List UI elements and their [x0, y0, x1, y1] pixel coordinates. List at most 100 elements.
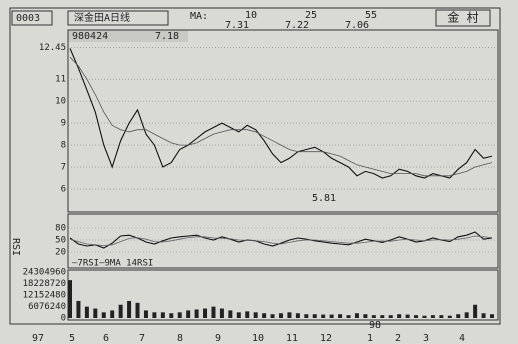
chart-title: 深金田A日线 — [74, 11, 130, 24]
volume-bar — [321, 314, 326, 318]
date: 980424 — [72, 31, 108, 42]
volume-bar — [405, 314, 410, 318]
rsi-legend: —7RSI—9MA 14RSI — [72, 259, 153, 269]
volume-bar — [84, 306, 89, 318]
button-label[interactable]: 金 村 — [447, 10, 478, 25]
y-tick-label: 12152480 — [23, 291, 66, 301]
series-line — [69, 56, 493, 177]
volume-bar — [253, 312, 258, 318]
stock-code: 0003 — [16, 13, 40, 24]
volume-bar — [211, 306, 216, 318]
code-box — [11, 10, 53, 26]
x-tick-label: 10 — [252, 333, 264, 344]
y-tick-label: 9 — [61, 119, 66, 129]
volume-bar — [380, 315, 385, 318]
ma-value: 7.06 — [345, 20, 369, 31]
volume-bar — [68, 280, 72, 318]
y-tick-label: 11 — [55, 75, 66, 85]
volume-bar — [76, 300, 81, 318]
series-line — [69, 48, 493, 179]
volume-bar — [152, 312, 157, 318]
ma-value: 7.22 — [285, 20, 309, 31]
volume-bar — [194, 309, 199, 318]
volume-bar — [110, 310, 115, 318]
y-tick-label: 80 — [55, 224, 66, 234]
volume-bar — [295, 313, 300, 318]
volume-bar — [304, 314, 309, 318]
volume-bar — [219, 308, 224, 318]
x-tick-label: 4 — [459, 333, 465, 344]
volume-bar — [169, 313, 174, 318]
y-tick-label: 7 — [61, 163, 66, 173]
x-tick-label: 7 — [139, 333, 145, 344]
y-tick-label: 12.45 — [39, 43, 66, 53]
volume-bar — [270, 314, 275, 318]
y-tick-label: 10 — [55, 97, 66, 107]
x-tick-label: 97 — [32, 333, 44, 344]
y-tick-label: 6 — [61, 185, 66, 195]
last-price: 7.18 — [155, 31, 179, 42]
low-annotation: 5.81 — [312, 193, 336, 204]
volume-bar — [287, 312, 292, 318]
ma-label: MA: — [190, 11, 208, 22]
volume-bar — [346, 315, 351, 318]
volume-bar — [228, 310, 233, 318]
y-tick-label: 8 — [61, 141, 66, 151]
y-tick-label: 0 — [61, 314, 66, 324]
x-tick-label: 3 — [423, 333, 429, 344]
x-tick-label: 98 — [369, 320, 381, 331]
volume-bar — [279, 313, 283, 318]
y-tick-label: 18228720 — [23, 279, 66, 289]
x-tick-label: 2 — [395, 333, 401, 344]
volume-bar — [338, 314, 343, 318]
x-tick-label: 6 — [103, 333, 109, 344]
volume-bar — [397, 314, 402, 318]
x-tick-label: 5 — [69, 333, 75, 344]
series-line — [69, 235, 493, 247]
volume-bar — [236, 312, 241, 318]
volume-bar — [101, 312, 106, 318]
volume-panel — [67, 269, 499, 321]
series-line — [69, 231, 493, 249]
y-tick-label: 24304960 — [23, 268, 66, 278]
rsi-axis-label: RSI — [10, 238, 21, 256]
volume-bar — [414, 315, 419, 318]
ma-period: 25 — [305, 10, 317, 21]
title-box — [67, 10, 169, 26]
volume-bar — [481, 313, 486, 318]
volume-bar — [439, 315, 444, 318]
volume-bar — [262, 313, 267, 318]
volume-bar — [447, 315, 452, 318]
volume-bar — [135, 302, 140, 318]
volume-bar — [143, 310, 148, 318]
volume-bar — [473, 304, 478, 318]
button[interactable] — [435, 9, 491, 27]
ma-period: 10 — [245, 10, 257, 21]
outer-frame — [9, 7, 501, 325]
volume-bar — [160, 312, 165, 318]
x-tick-label: 9 — [215, 333, 221, 344]
volume-bar — [312, 314, 317, 318]
price-panel — [67, 29, 499, 213]
volume-bar — [363, 314, 368, 318]
volume-bar — [422, 315, 427, 318]
volume-bar — [245, 311, 250, 318]
rsi-panel — [67, 213, 499, 269]
volume-bar — [430, 315, 435, 318]
y-tick-label: 20 — [55, 248, 66, 258]
x-tick-label: 1 — [367, 333, 373, 344]
volume-bar — [371, 315, 376, 318]
volume-bar — [177, 312, 182, 318]
x-tick-label: 12 — [320, 333, 332, 344]
x-tick-label: 8 — [177, 333, 183, 344]
volume-bar — [456, 314, 461, 318]
volume-bar — [329, 314, 334, 318]
ma-period: 55 — [365, 10, 377, 21]
volume-bar — [186, 310, 191, 318]
y-tick-label: 50 — [55, 236, 66, 246]
y-tick-label: 6076240 — [28, 302, 66, 312]
volume-bar — [464, 312, 469, 318]
x-tick-label: 11 — [286, 333, 298, 344]
volume-bar — [118, 304, 123, 318]
